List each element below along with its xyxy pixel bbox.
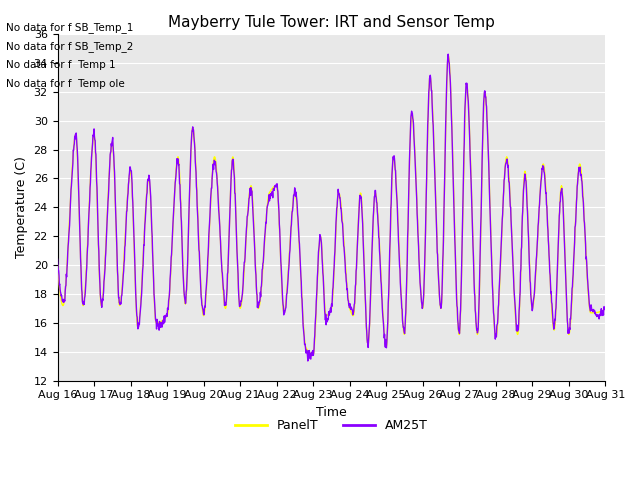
Title: Mayberry Tule Tower: IRT and Sensor Temp: Mayberry Tule Tower: IRT and Sensor Temp xyxy=(168,15,495,30)
X-axis label: Time: Time xyxy=(316,406,347,419)
Text: No data for f  Temp ole: No data for f Temp ole xyxy=(6,79,125,89)
Text: No data for f SB_Temp_2: No data for f SB_Temp_2 xyxy=(6,41,134,52)
Text: No data for f  Temp 1: No data for f Temp 1 xyxy=(6,60,116,70)
Legend: PanelT, AM25T: PanelT, AM25T xyxy=(230,414,433,437)
Y-axis label: Temperature (C): Temperature (C) xyxy=(15,156,28,258)
Text: No data for f SB_Temp_1: No data for f SB_Temp_1 xyxy=(6,22,134,33)
